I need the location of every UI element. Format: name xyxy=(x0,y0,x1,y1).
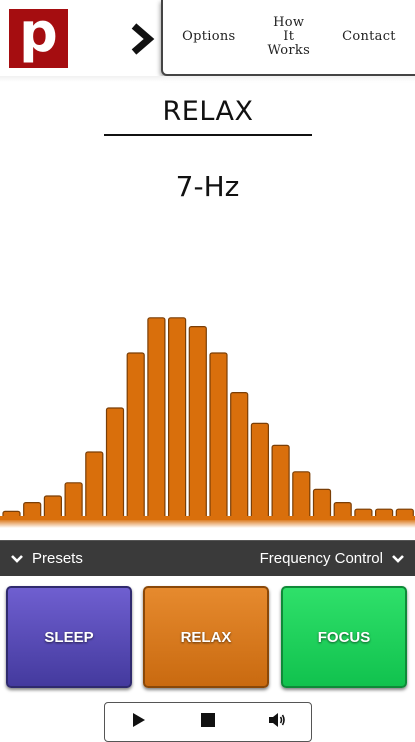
nav-options[interactable]: Options xyxy=(182,29,236,44)
play-button[interactable] xyxy=(129,710,149,730)
sleep-preset-button[interactable]: SLEEP xyxy=(6,586,132,688)
stop-icon xyxy=(200,713,215,727)
frequency-readout: 7-Hz xyxy=(175,170,240,203)
visualizer-bar xyxy=(250,422,269,519)
chevron-down-icon xyxy=(392,554,404,563)
presets-label: Presets xyxy=(32,550,83,567)
visualizer-bar xyxy=(209,352,228,519)
visualizer-bar xyxy=(271,444,290,519)
player-controls xyxy=(104,702,312,742)
volume-button[interactable] xyxy=(267,710,287,730)
presets-toggle[interactable]: Presets xyxy=(10,550,83,567)
play-icon xyxy=(133,713,146,727)
chevron-right-icon xyxy=(131,23,155,55)
header-divider xyxy=(0,76,415,82)
visualizer-bar xyxy=(292,471,311,519)
focus-preset-label: FOCUS xyxy=(317,628,371,646)
relax-preset-button[interactable]: RELAX xyxy=(143,586,269,688)
visualizer-bar xyxy=(105,407,125,519)
visualizer-bar xyxy=(230,391,249,519)
visualizer-bar xyxy=(43,495,63,519)
focus-preset-button[interactable]: FOCUS xyxy=(281,586,407,688)
frequency-control-toggle[interactable]: Frequency Control xyxy=(260,550,405,567)
logo-letter: p xyxy=(19,0,58,64)
logo[interactable]: p xyxy=(9,0,68,68)
nav-how-it-works[interactable]: How It Works xyxy=(267,15,311,58)
visualizer-bar xyxy=(168,317,187,519)
menu-toggle-button[interactable] xyxy=(124,18,160,60)
title-underline xyxy=(104,134,312,136)
visualizer-bar xyxy=(23,502,42,519)
visualizer-baseline xyxy=(0,516,415,520)
nav-menu: Options How It Works Contact xyxy=(161,0,415,76)
visualizer-bar xyxy=(85,451,104,519)
relax-preset-label: RELAX xyxy=(180,628,232,646)
visualizer-bar xyxy=(147,317,166,519)
mode-title: RELAX xyxy=(162,96,254,127)
stop-button[interactable] xyxy=(198,710,218,730)
frequency-control-label: Frequency Control xyxy=(259,550,383,567)
chevron-down-icon xyxy=(11,554,23,563)
visualizer-glow xyxy=(0,520,415,528)
sleep-preset-label: SLEEP xyxy=(44,628,94,646)
visualizer-bar xyxy=(64,482,83,519)
visualizer-bar xyxy=(188,326,207,519)
volume-icon xyxy=(268,713,285,727)
visualizer-bar xyxy=(333,502,352,519)
visualizer-bar xyxy=(312,488,332,519)
panel-bar: Presets Frequency Control xyxy=(0,540,415,576)
visualizer-bar xyxy=(126,352,145,519)
nav-contact[interactable]: Contact xyxy=(342,29,396,44)
frequency-visualizer xyxy=(0,317,415,528)
preset-buttons: SLEEP RELAX FOCUS xyxy=(0,583,415,693)
